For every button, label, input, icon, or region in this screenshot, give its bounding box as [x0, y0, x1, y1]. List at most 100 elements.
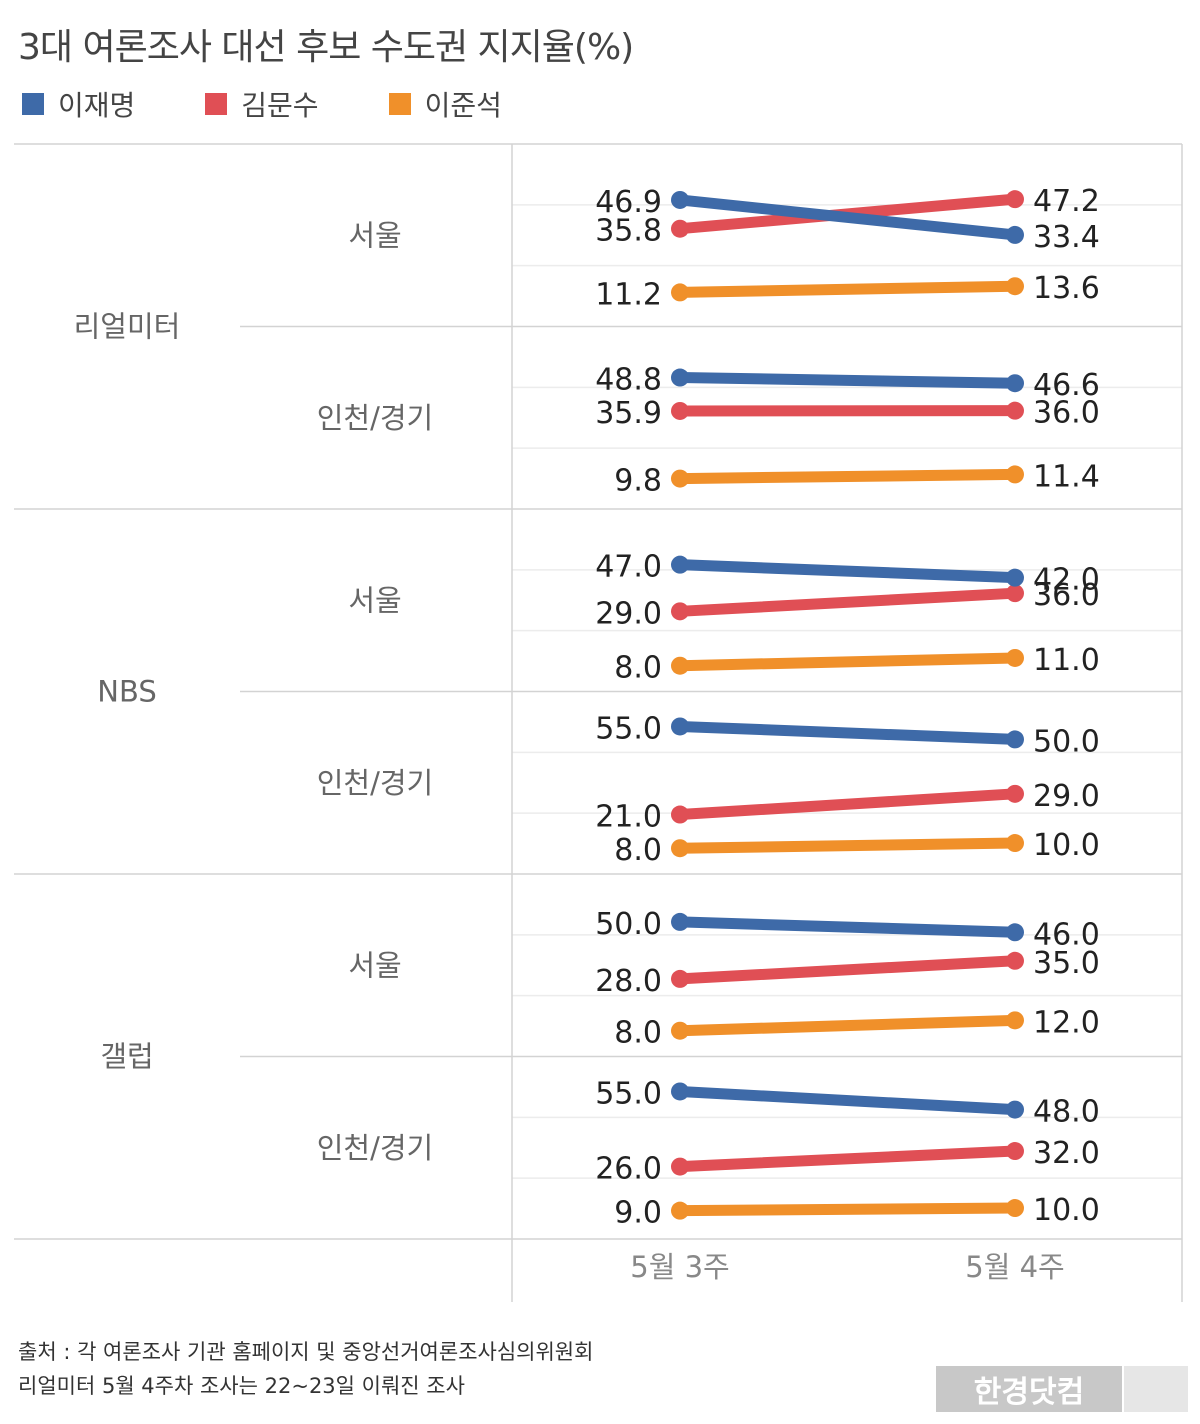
data-point [1006, 584, 1024, 603]
data-label: 8.0 [614, 833, 662, 868]
region-label: 인천/경기 [317, 401, 434, 435]
data-label: 12.0 [1033, 1005, 1100, 1040]
data-label: 35.0 [1033, 946, 1100, 981]
legend-label: 김문수 [241, 89, 319, 122]
data-point [671, 219, 689, 238]
data-point [671, 656, 689, 675]
legend-swatch [22, 93, 44, 115]
data-point [671, 1021, 689, 1040]
data-label: 29.0 [1033, 779, 1100, 814]
data-label: 55.0 [595, 711, 662, 746]
watermark-logo: 한경닷컴 [936, 1366, 1122, 1412]
data-point [1006, 923, 1024, 942]
data-point [1006, 1142, 1024, 1161]
series-line [674, 720, 1021, 745]
legend-label: 이준석 [424, 89, 502, 122]
region-label: 서울 [348, 583, 401, 617]
data-label: 10.0 [1033, 1193, 1100, 1228]
survey-note: 리얼미터 5월 4주차 조사는 22~23일 이뤄진 조사 [18, 1374, 465, 1398]
series-line [674, 1145, 1021, 1173]
data-label: 50.0 [1033, 724, 1100, 759]
data-point [1006, 1199, 1024, 1218]
data-point [1006, 1100, 1024, 1119]
legend-item-lee-junseok: 이준석 [388, 84, 502, 124]
data-point [671, 1157, 689, 1176]
data-label: 8.0 [614, 1016, 662, 1051]
data-point [1006, 465, 1024, 484]
data-point [671, 969, 689, 988]
data-point [671, 555, 689, 574]
data-point [671, 469, 689, 488]
data-label: 46.0 [1033, 917, 1100, 952]
region-label: 서울 [348, 218, 401, 252]
data-point [671, 190, 689, 209]
series-line [674, 788, 1021, 821]
data-label: 48.8 [595, 363, 662, 398]
data-point [671, 717, 689, 736]
data-label: 47.0 [595, 550, 662, 585]
legend-item-lee-jaemyung: 이재명 [22, 84, 135, 124]
region-label: 인천/경기 [317, 1131, 434, 1165]
data-label: 11.0 [1033, 643, 1100, 678]
region-label: 서울 [348, 948, 401, 982]
series-line [674, 916, 1021, 938]
data-label: 9.8 [614, 464, 662, 499]
data-label: 32.0 [1033, 1136, 1100, 1171]
data-point [671, 912, 689, 931]
source-note: 출처 : 각 여론조사 기관 홈페이지 및 중앙선거여론조사심의위원회 [18, 1340, 594, 1364]
data-point [671, 283, 689, 302]
data-point [1006, 401, 1024, 420]
data-label: 42.0 [1033, 563, 1100, 598]
data-point [671, 805, 689, 824]
data-label: 55.0 [595, 1076, 662, 1111]
series-line [674, 955, 1021, 985]
data-label: 35.8 [595, 214, 662, 249]
data-label: 11.4 [1033, 459, 1100, 494]
pollster-label: 갤럽 [100, 1040, 153, 1074]
x-tick-label: 5월 4주 [965, 1250, 1064, 1284]
data-label: 33.4 [1033, 220, 1100, 255]
data-point [1006, 568, 1024, 587]
series-line [674, 587, 1021, 617]
data-label: 10.0 [1033, 828, 1100, 863]
data-point [671, 1201, 689, 1220]
legend-label: 이재명 [58, 89, 136, 122]
data-label: 28.0 [595, 964, 662, 999]
series-line [674, 652, 1021, 672]
data-point [1006, 784, 1024, 803]
data-label: 50.0 [595, 907, 662, 942]
x-tick-label: 5월 3주 [630, 1250, 729, 1284]
series-line [674, 194, 1021, 241]
pollster-label: 리얼미터 [74, 310, 181, 344]
data-label: 9.0 [614, 1196, 662, 1231]
data-label: 13.6 [1033, 271, 1100, 306]
data-point [1006, 648, 1024, 667]
data-point [1006, 277, 1024, 296]
legend-swatch [388, 93, 411, 115]
chart-title: 3대 여론조사 대선 후보 수도권 지지율(%) [18, 27, 634, 68]
data-label: 11.2 [595, 277, 662, 312]
series-line [674, 372, 1021, 389]
series-line [674, 280, 1021, 298]
legend-swatch [205, 93, 228, 115]
region-label: 인천/경기 [317, 766, 434, 800]
data-label: 48.0 [1033, 1095, 1100, 1130]
data-label: 46.9 [595, 185, 662, 220]
data-point [1006, 951, 1024, 970]
series-line [674, 1202, 1021, 1217]
data-label: 21.0 [595, 800, 662, 835]
legend: 이재명 김문수 이준석 [22, 84, 572, 124]
data-point [671, 1082, 689, 1101]
data-label: 29.0 [595, 596, 662, 631]
data-point [671, 839, 689, 858]
data-label: 26.0 [595, 1152, 662, 1187]
data-label: 35.9 [595, 396, 662, 431]
series-line [674, 1014, 1021, 1037]
series-line [674, 1085, 1021, 1116]
data-point [1006, 190, 1024, 209]
watermark-block [1124, 1366, 1188, 1412]
data-point [1006, 834, 1024, 853]
data-point [671, 401, 689, 420]
data-point [671, 602, 689, 621]
